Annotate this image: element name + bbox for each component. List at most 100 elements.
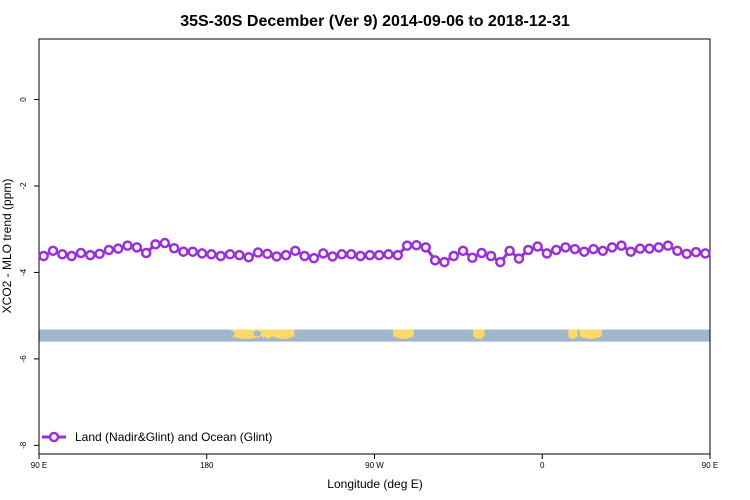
y-tick-label: -6 <box>19 355 28 363</box>
data-point <box>681 248 692 260</box>
lake-patch <box>616 330 627 337</box>
data-point <box>532 241 543 252</box>
data-point <box>383 249 394 260</box>
land-patch <box>393 329 414 339</box>
data-point <box>550 244 562 256</box>
data-point <box>429 255 441 266</box>
data-point <box>206 249 217 260</box>
data-point <box>122 240 133 251</box>
data-point <box>467 252 478 263</box>
data-point <box>215 250 226 262</box>
data-point <box>373 249 385 261</box>
data-point <box>485 250 497 262</box>
data-point <box>392 249 404 261</box>
data-point <box>224 249 236 260</box>
lake-patch <box>225 330 235 337</box>
data-point <box>653 242 664 253</box>
chart-title: 35S-30S December (Ver 9) 2014-09-06 to 2… <box>180 13 570 30</box>
data-point <box>420 242 432 253</box>
land-patch <box>473 329 485 339</box>
data-point <box>308 252 320 264</box>
land-patch <box>264 329 272 339</box>
legend: Land (Nadir&Glint) and Ocean (Glint) <box>42 430 272 444</box>
data-point <box>336 249 348 260</box>
data-point <box>523 244 534 256</box>
lake-patch <box>253 330 261 337</box>
ocean-strip <box>39 329 710 342</box>
x-tick-label: 90 W <box>365 461 384 470</box>
land-ocean-strip <box>39 329 710 342</box>
data-point <box>672 245 683 257</box>
data-point <box>196 248 208 259</box>
data-point <box>662 240 674 251</box>
data-point <box>75 247 87 259</box>
data-point <box>131 242 143 253</box>
data-point <box>85 249 96 261</box>
data-point <box>541 248 553 259</box>
x-tick-label: 0 <box>540 461 545 470</box>
x-axis-ticks: 90 E 180 90 W 0 90 E <box>31 454 718 470</box>
data-point <box>439 256 450 268</box>
data-point <box>401 240 413 251</box>
data-point <box>317 248 329 259</box>
y-tick-label: -2 <box>19 182 28 190</box>
data-point <box>252 247 264 258</box>
data-point <box>47 245 59 257</box>
data-point <box>644 243 655 254</box>
data-point <box>411 239 422 251</box>
data-point <box>243 252 254 263</box>
data-point <box>327 251 338 262</box>
data-point <box>625 246 637 257</box>
data-point <box>588 243 599 255</box>
data-point <box>280 249 292 261</box>
data-point <box>616 240 627 251</box>
data-point <box>560 242 571 253</box>
data-point <box>234 249 245 261</box>
data-point <box>634 243 646 254</box>
data-point <box>448 250 459 262</box>
data-point <box>700 248 711 259</box>
land-patch <box>262 329 265 339</box>
data-point <box>597 245 609 257</box>
y-tick-label: -8 <box>19 441 28 449</box>
data-point <box>140 247 152 259</box>
data-point <box>504 245 515 257</box>
data-point <box>690 246 702 258</box>
data-point <box>606 242 618 253</box>
data-point <box>345 249 357 260</box>
data-point <box>364 249 376 261</box>
y-axis-label: XCO2 - MLO trend (ppm) <box>0 179 14 314</box>
data-point <box>38 250 49 262</box>
data-point <box>178 246 189 257</box>
data-point <box>187 246 199 257</box>
data-point <box>103 244 115 256</box>
legend-marker-swatch <box>48 431 60 443</box>
data-point <box>159 237 171 249</box>
x-tick-label: 90 E <box>31 461 47 470</box>
data-point <box>513 253 525 264</box>
data-point <box>495 256 506 268</box>
land-patch <box>579 329 602 339</box>
data-point <box>578 246 590 257</box>
y-axis-ticks: 0 -2 -4 -6 -8 <box>19 97 39 449</box>
series-layer <box>38 237 711 268</box>
data-point <box>457 245 469 257</box>
x-tick-label: 180 <box>200 461 214 470</box>
data-point <box>57 249 68 260</box>
land-patch <box>568 329 578 339</box>
data-point <box>66 250 77 262</box>
data-point <box>299 250 310 262</box>
land-patch <box>271 329 295 339</box>
data-point <box>476 247 487 259</box>
y-tick-label: 0 <box>19 97 28 102</box>
data-point <box>262 248 273 260</box>
data-point <box>150 239 161 250</box>
data-point <box>569 243 581 255</box>
data-point <box>355 250 366 262</box>
data-point <box>112 243 124 254</box>
x-tick-label: 90 E <box>702 461 718 470</box>
data-point <box>94 248 105 260</box>
data-point <box>271 251 282 262</box>
data-point <box>290 245 301 257</box>
